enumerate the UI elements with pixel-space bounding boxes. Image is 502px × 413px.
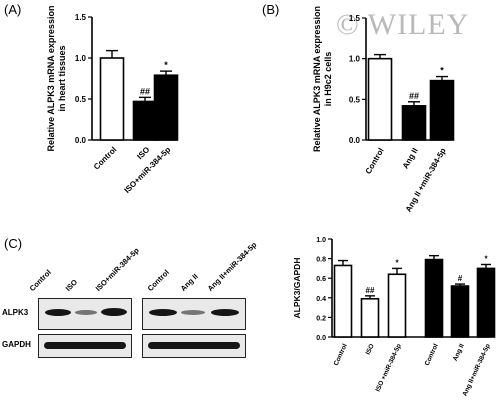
blot-gapdh-right bbox=[142, 334, 246, 358]
blot-band bbox=[45, 309, 71, 316]
panel-label-c: (C) bbox=[4, 236, 23, 251]
x-category-label: Control bbox=[92, 145, 118, 171]
bar bbox=[99, 57, 125, 141]
y-axis-label: in H9c2 cells bbox=[323, 52, 333, 107]
x-category-label: Control bbox=[333, 343, 349, 367]
y-tick-label: 1.5 bbox=[349, 14, 361, 23]
x-category-label: Ang II bbox=[452, 343, 466, 362]
x-category-label: ISO bbox=[135, 145, 151, 161]
bar bbox=[424, 258, 444, 338]
bar bbox=[360, 297, 380, 338]
significance-label: ## bbox=[366, 286, 375, 295]
x-category-label: Ang II+miR-384-5p bbox=[461, 343, 491, 398]
y-tick-label: 0.2 bbox=[316, 315, 326, 322]
blot-lane-label: Ang II bbox=[178, 271, 200, 293]
bar bbox=[429, 79, 455, 141]
blot-row-label-gapdh: GAPDH bbox=[2, 340, 31, 349]
y-tick-label: 0.0 bbox=[75, 136, 87, 145]
y-tick-label: 0.5 bbox=[349, 95, 361, 104]
x-category-label: Control bbox=[364, 147, 386, 176]
x-category-label: Control bbox=[424, 343, 440, 367]
bar bbox=[401, 105, 427, 141]
bar bbox=[367, 57, 393, 141]
blot-lane-label: Control bbox=[27, 267, 53, 293]
y-tick-label: 1.0 bbox=[75, 54, 87, 63]
y-tick-label: 0.0 bbox=[349, 136, 361, 145]
blot-band bbox=[44, 342, 126, 349]
blot-lane-label: ISO+miR-384-5p bbox=[93, 245, 141, 293]
blot-row-label-alpk3: ALPK3 bbox=[2, 308, 29, 317]
x-category-label: ISO bbox=[365, 343, 376, 356]
bar bbox=[476, 267, 496, 338]
blot-band bbox=[211, 309, 239, 316]
y-tick-label: 0.6 bbox=[316, 276, 326, 283]
panel-label-a: (A) bbox=[4, 2, 22, 17]
blot-band bbox=[75, 310, 97, 315]
significance-label: * bbox=[164, 60, 168, 70]
western-blot: Control ISO ISO+miR-384-5p Control Ang I… bbox=[0, 236, 300, 413]
x-category-label: ISO +miR-384-5p bbox=[375, 343, 403, 393]
blot-band bbox=[148, 342, 240, 349]
chart-a: 0.0 0.5 1.0 1.5 Relative ALPK3 mRNA expressi… bbox=[0, 0, 250, 220]
blot-band bbox=[149, 309, 177, 316]
blot-alpk3-left bbox=[38, 298, 132, 330]
chart-b: 0.0 0.5 1.0 1.5 Relative ALPK3 mRNA expressi… bbox=[252, 0, 502, 235]
blot-band bbox=[101, 308, 127, 316]
bar bbox=[450, 285, 470, 338]
panel-label-b: (B) bbox=[262, 2, 280, 17]
significance-label: * bbox=[395, 258, 399, 267]
y-axis-label: in heart tissues bbox=[57, 45, 67, 111]
y-tick-label: 1.0 bbox=[349, 55, 361, 64]
bar bbox=[132, 100, 158, 141]
blot-alpk3-right bbox=[142, 298, 246, 330]
y-tick-label: 0.0 bbox=[316, 335, 326, 342]
blot-gapdh-left bbox=[38, 334, 132, 358]
y-tick-label: 1.5 bbox=[75, 13, 87, 22]
blot-lane-label: Ang II+miR-384-5p bbox=[205, 240, 259, 293]
y-axis-label: Relative ALPK3 mRNA expression bbox=[46, 6, 56, 152]
blot-lane-label: ISO bbox=[63, 277, 80, 293]
chart-b-svg: 0.0 0.5 1.0 1.5 Relative ALPK3 mRNA expressi… bbox=[312, 6, 455, 214]
y-axis-label: Relative ALPK3 mRNA expression bbox=[312, 6, 322, 152]
significance-label: ## bbox=[140, 86, 150, 96]
chart-c: 0.0 0.2 0.4 0.6 0.8 1.0 ALPK3/GAPDH Control ## IS… bbox=[272, 226, 502, 413]
y-tick-label: 0.5 bbox=[75, 95, 87, 104]
significance-label: * bbox=[440, 66, 444, 76]
significance-label: * bbox=[484, 254, 488, 263]
chart-c-svg: 0.0 0.2 0.4 0.6 0.8 1.0 ALPK3/GAPDH Control ## IS… bbox=[292, 237, 496, 398]
y-tick-label: 0.4 bbox=[316, 296, 326, 303]
publisher-watermark: © WILEY bbox=[336, 8, 470, 41]
blot-lane-label: Control bbox=[145, 267, 171, 293]
y-axis-label: ALPK3/GAPDH bbox=[292, 258, 302, 319]
significance-label: # bbox=[458, 274, 463, 283]
y-tick-label: 0.8 bbox=[316, 257, 326, 264]
y-tick-label: 1.0 bbox=[316, 237, 326, 244]
x-category-label: Ang II bbox=[401, 147, 420, 171]
blot-band bbox=[181, 310, 205, 315]
bar bbox=[333, 264, 353, 338]
significance-label: ## bbox=[409, 91, 419, 101]
chart-a-svg: 0.0 0.5 1.0 1.5 Relative ALPK3 mRNA expressi… bbox=[46, 6, 179, 195]
bar bbox=[153, 74, 179, 141]
bar bbox=[387, 273, 407, 338]
